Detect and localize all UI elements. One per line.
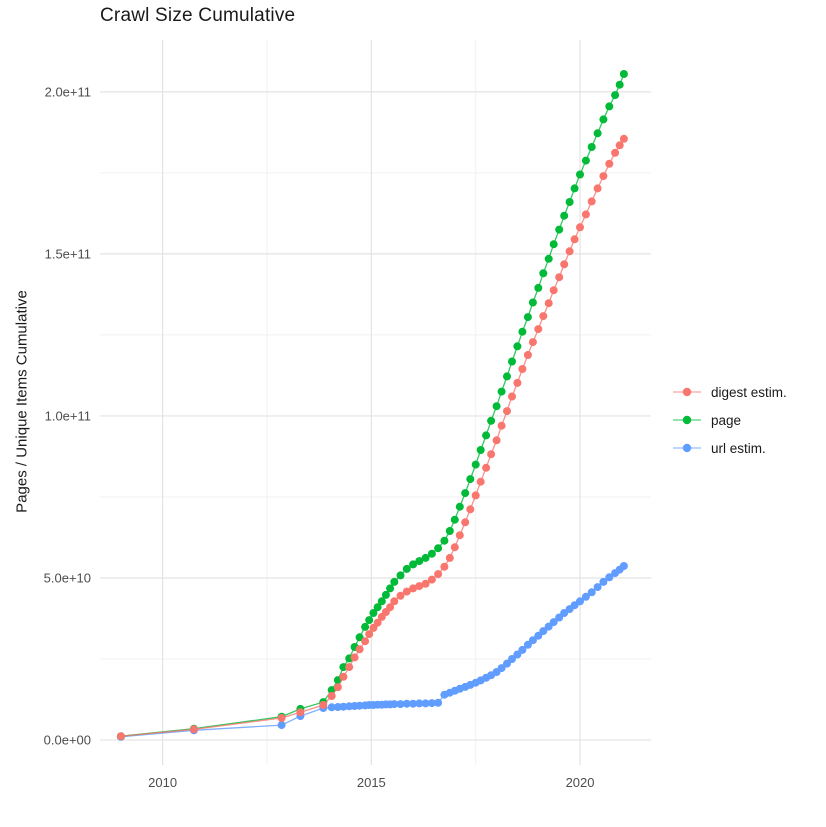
legend-item-url: url estim. [672, 438, 787, 458]
grid-major [100, 40, 651, 765]
legend-key-digest-icon [673, 387, 701, 397]
legend-item-digest: digest estim. [672, 382, 787, 402]
legend-label-page: page [711, 412, 742, 428]
svg-text:2.0e+11: 2.0e+11 [45, 84, 91, 99]
series-url-estim- [116, 562, 628, 741]
grid-minor [100, 40, 651, 765]
svg-text:0.0e+00: 0.0e+00 [44, 733, 91, 748]
x-axis-tick-labels: 2010 2015 2020 [148, 775, 594, 790]
legend-key-page-icon [673, 415, 701, 425]
legend-key-url-icon [673, 443, 701, 453]
svg-text:5.0e+10: 5.0e+10 [44, 570, 91, 585]
svg-text:1.0e+11: 1.0e+11 [45, 408, 91, 423]
legend: digest estim. page url estim. [672, 382, 787, 466]
svg-text:2010: 2010 [148, 775, 177, 790]
svg-text:1.5e+11: 1.5e+11 [45, 246, 91, 261]
svg-text:2015: 2015 [357, 775, 386, 790]
series-page [116, 70, 628, 741]
chart-title: Crawl Size Cumulative [100, 5, 296, 26]
legend-item-page: page [672, 410, 787, 430]
legend-label-digest: digest estim. [711, 384, 787, 400]
y-axis-title: Pages / Unique Items Cumulative [13, 290, 31, 513]
svg-text:2020: 2020 [566, 775, 595, 790]
series-digest-estim- [116, 134, 628, 741]
legend-label-url: url estim. [711, 440, 766, 456]
y-axis-tick-labels: 0.0e+00 5.0e+10 1.0e+11 1.5e+11 2.0e+11 [44, 84, 91, 747]
